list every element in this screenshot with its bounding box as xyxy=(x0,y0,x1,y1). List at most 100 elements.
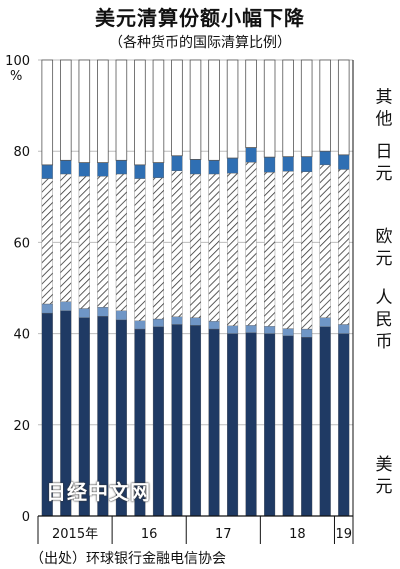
other-segment xyxy=(282,59,294,158)
axes xyxy=(37,60,354,544)
usd-segment xyxy=(338,333,350,517)
eur-segment xyxy=(41,178,53,305)
chart-title: 美元清算份额小幅下降 xyxy=(95,6,305,30)
cny-segment xyxy=(301,328,313,338)
cny-segment xyxy=(60,301,72,311)
watermark-logo: 日经中文网 xyxy=(46,480,151,504)
series-label: 日元 xyxy=(376,142,393,184)
usd-segment xyxy=(171,324,183,517)
cny-segment xyxy=(282,328,294,337)
y-tick-label: 100 xyxy=(5,54,30,69)
cny-segment xyxy=(338,324,350,334)
other-segment xyxy=(226,59,239,159)
cny-segment xyxy=(319,317,331,327)
other-segment xyxy=(134,59,146,166)
eur-segment xyxy=(60,173,72,302)
cny-segment xyxy=(78,308,90,318)
jpy-segment xyxy=(208,160,220,175)
x-tick-label: 18 xyxy=(289,527,306,542)
jpy-segment xyxy=(282,156,294,172)
series-label: 其他 xyxy=(376,87,393,129)
other-segment xyxy=(208,59,220,161)
eur-segment xyxy=(78,176,90,309)
eur-segment xyxy=(97,176,109,308)
usd-segment xyxy=(301,337,313,517)
x-tick-label: 2015年 xyxy=(52,527,98,542)
eur-segment xyxy=(264,172,276,327)
other-segment xyxy=(189,59,202,160)
eur-segment xyxy=(319,164,331,318)
jpy-segment xyxy=(264,156,276,173)
eur-segment xyxy=(301,171,313,330)
jpy-segment xyxy=(171,155,183,171)
jpy-segment xyxy=(152,162,164,178)
usd-segment xyxy=(208,328,220,517)
y-tick-label: 60 xyxy=(13,236,30,251)
jpy-segment xyxy=(245,147,257,163)
usd-segment xyxy=(245,332,257,517)
cny-segment xyxy=(134,320,146,330)
cny-segment xyxy=(189,317,202,326)
eur-segment xyxy=(282,171,294,329)
other-segment xyxy=(78,59,91,163)
jpy-segment xyxy=(41,164,53,179)
other-segment xyxy=(337,59,350,156)
y-tick-label: 80 xyxy=(13,145,30,160)
jpy-segment xyxy=(78,162,90,177)
cny-segment xyxy=(208,321,220,330)
jpy-segment xyxy=(97,162,109,177)
series-label: 人民币 xyxy=(376,288,393,352)
other-segment xyxy=(263,59,276,158)
eur-segment xyxy=(171,170,183,317)
jpy-segment xyxy=(134,164,146,179)
other-segment xyxy=(41,59,54,166)
jpy-segment xyxy=(115,160,127,175)
x-tick-label: 16 xyxy=(141,527,158,542)
source-note: （出处）环球银行金融电信协会 xyxy=(30,551,226,567)
eur-segment xyxy=(152,177,164,320)
usd-segment xyxy=(282,335,294,517)
eur-segment xyxy=(245,161,257,326)
y-tick-label: 20 xyxy=(13,419,30,434)
other-segment xyxy=(171,59,183,157)
y-unit-label: % xyxy=(10,69,22,84)
cny-segment xyxy=(264,326,276,334)
jpy-segment xyxy=(227,157,239,174)
chart-subtitle: （各种货币的国际清算比例） xyxy=(109,35,291,51)
eur-segment xyxy=(189,173,202,318)
labels: 0 20 40 60 80 100% 2015年 16 17 18 19 美元 人民币 欧元 日元 其他 xyxy=(5,54,392,542)
other-segment xyxy=(152,59,165,163)
other-segment xyxy=(319,59,331,152)
usd-segment xyxy=(189,325,202,517)
cny-segment xyxy=(227,325,239,334)
series-label: 美元 xyxy=(376,455,393,497)
x-tick-label: 19 xyxy=(335,527,352,542)
usd-segment xyxy=(319,326,331,517)
jpy-segment xyxy=(301,156,313,172)
y-tick-label: 40 xyxy=(13,328,30,343)
usd-segment xyxy=(264,333,276,517)
y-tick-label: 0 xyxy=(22,510,30,525)
other-segment xyxy=(60,59,72,161)
cny-segment xyxy=(152,318,164,327)
eur-segment xyxy=(134,178,146,321)
usd-segment xyxy=(227,333,239,517)
jpy-segment xyxy=(319,151,331,166)
eur-segment xyxy=(115,173,127,311)
cny-segment xyxy=(115,310,127,321)
cny-segment xyxy=(245,325,257,333)
other-segment xyxy=(115,59,128,161)
other-segment xyxy=(300,59,313,158)
jpy-segment xyxy=(338,154,350,170)
jpy-segment xyxy=(60,160,72,175)
other-segment xyxy=(97,59,109,163)
bars xyxy=(41,59,350,517)
usd-segment xyxy=(152,326,164,517)
cny-segment xyxy=(171,316,183,325)
other-segment xyxy=(245,59,257,148)
eur-segment xyxy=(338,169,350,325)
eur-segment xyxy=(208,173,220,322)
series-label: 欧元 xyxy=(376,227,393,269)
eur-segment xyxy=(227,172,239,326)
